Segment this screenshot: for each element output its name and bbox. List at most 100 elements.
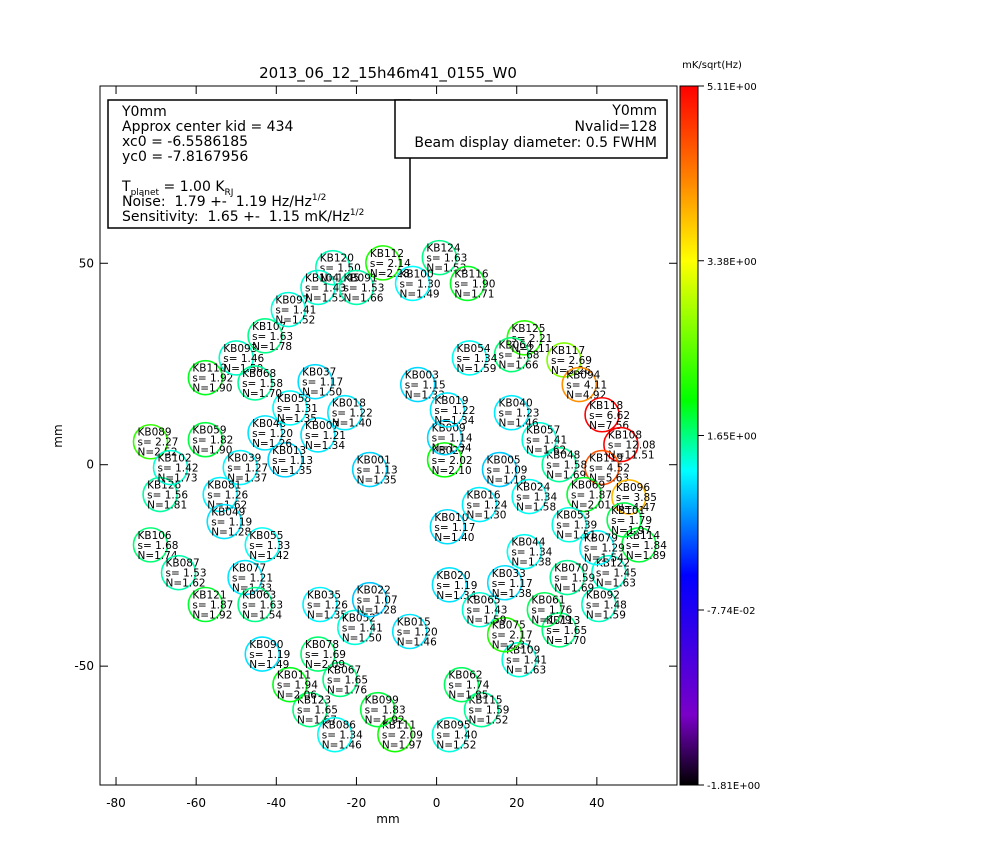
noise: Noise: 1.79 +- 1.19 Hz/Hz1/2 <box>122 193 326 210</box>
detector-n: N=2.37 <box>492 640 532 652</box>
detector-n: N=1.85 <box>448 690 488 702</box>
detector-n: N=1.92 <box>192 610 232 622</box>
detector-beam <box>549 559 586 596</box>
detector-beam <box>561 366 598 403</box>
t-sub: planet <box>131 188 160 198</box>
detector-s: s= 1.17 <box>492 578 533 590</box>
detector-s: s= 1.65 <box>546 625 587 637</box>
detector-s: s= 2.69 <box>551 355 592 367</box>
detector-name: KB124 <box>426 243 460 255</box>
info-line: Y0mm <box>121 104 167 120</box>
detector-n: N=1.35 <box>277 413 317 425</box>
detector-beam <box>300 269 336 306</box>
detector-s: s= 1.17 <box>434 522 475 534</box>
detector-name: KB049 <box>211 507 245 519</box>
detector-beam <box>317 716 353 753</box>
detector-name: KB061 <box>531 595 565 607</box>
detector-beam <box>426 419 463 456</box>
detector-s: s= 1.34 <box>456 353 497 365</box>
detector-n: N=1.81 <box>147 500 187 512</box>
detector-s: s= 1.20 <box>397 627 438 639</box>
detector-s: s= 1.42 <box>158 463 199 475</box>
detector-name: KB106 <box>137 530 171 542</box>
detector-beam <box>292 691 328 728</box>
detector-name: KB001 <box>357 455 391 467</box>
detector-s: s= 1.56 <box>147 490 188 502</box>
detector-n: N=1.58 <box>516 502 556 514</box>
detector-n: N=1.46 <box>322 740 362 752</box>
detector-n: N=1.70 <box>546 635 586 647</box>
detector-beam <box>449 265 486 302</box>
detector-n: N=7.56 <box>589 420 629 432</box>
detector-name: KB094 <box>566 370 600 382</box>
detector-name: KB086 <box>322 720 356 732</box>
detector-s: s= 1.31 <box>277 403 318 415</box>
detector-name: KB065 <box>466 595 500 607</box>
detector-n: N=1.50 <box>342 632 382 644</box>
detector-n: N=1.51 <box>556 530 596 542</box>
detector-beam <box>399 366 436 403</box>
detector-name: KB020 <box>436 570 470 582</box>
colorbar-tick-label: 5.11E+00 <box>707 82 757 93</box>
detector-name: KB120 <box>320 253 354 265</box>
detector-beam <box>584 396 620 433</box>
detector-s: s= 1.21 <box>305 430 346 442</box>
detector-name: KB016 <box>466 490 500 502</box>
detector-n: N=1.71 <box>454 288 494 300</box>
detector-s: s= 1.29 <box>584 543 625 555</box>
detector-s: s= 1.34 <box>516 492 557 504</box>
plot-frame <box>99 85 678 786</box>
detector-beam <box>237 365 273 401</box>
detector-s: s= 1.21 <box>232 573 273 585</box>
detector-name: KB125 <box>511 323 545 335</box>
detector-s: s= 12.08 <box>608 440 656 452</box>
detector-n: N=1.42 <box>249 550 289 562</box>
detector-s: s= 1.65 <box>297 705 338 717</box>
detector-name: KB096 <box>616 482 650 494</box>
detector-beam <box>270 291 307 328</box>
detector-s: s= 1.41 <box>506 655 547 667</box>
detector-name: KB007 <box>305 420 339 432</box>
detector-name: KB069 <box>571 480 605 492</box>
info-box-left <box>107 99 411 229</box>
detector-n: N=2.06 <box>277 690 317 702</box>
detector-n: N=1.28 <box>211 527 251 539</box>
detector-beam <box>297 363 333 400</box>
chart-title: 2013_06_12_15h46m41_0155_W0 <box>259 64 517 83</box>
detector-name: KB116 <box>454 268 488 280</box>
detector-beam <box>142 476 178 513</box>
detector-n: N=2.11 <box>511 343 551 355</box>
detector-beam <box>187 586 224 623</box>
detector-s: s= 1.58 <box>546 460 587 472</box>
detector-beam <box>244 636 281 672</box>
detector-n: N=1.62 <box>526 445 566 457</box>
detector-name: KB089 <box>137 427 171 439</box>
detector-beam <box>218 340 255 376</box>
detector-beam <box>132 423 169 460</box>
detector-s: s= 1.74 <box>448 680 489 692</box>
detector-beam <box>461 486 498 523</box>
detector-s: s= 1.43 <box>305 282 346 294</box>
detector-s: s= 1.46 <box>223 353 264 365</box>
y-axis-label: mm <box>51 424 65 447</box>
detector-s: s= 1.33 <box>249 540 290 552</box>
detector-n: N=1.49 <box>249 659 289 671</box>
detector-n: N=1.37 <box>227 473 267 485</box>
detector-beam <box>584 449 620 486</box>
detector-s: s= 1.26 <box>307 600 348 612</box>
y-tick-label: 50 <box>79 256 94 270</box>
info-line: Y0mm <box>611 103 657 119</box>
detector-n: N=1.97 <box>382 740 422 752</box>
detector-n: N=1.90 <box>192 383 232 395</box>
detector-name: KB022 <box>357 585 391 597</box>
detector-name: KB078 <box>305 639 339 651</box>
detector-n: N=1.28 <box>357 605 397 617</box>
t-unit-sub: RJ <box>225 188 234 198</box>
colorbar <box>679 85 699 786</box>
detector-name: KB102 <box>158 453 192 465</box>
detector-s: s= 2.02 <box>432 455 473 467</box>
detector-beam <box>486 616 523 653</box>
detector-s: s= 1.13 <box>272 455 313 467</box>
detector-beam <box>581 586 617 623</box>
detector-n: N=1.49 <box>400 288 440 300</box>
